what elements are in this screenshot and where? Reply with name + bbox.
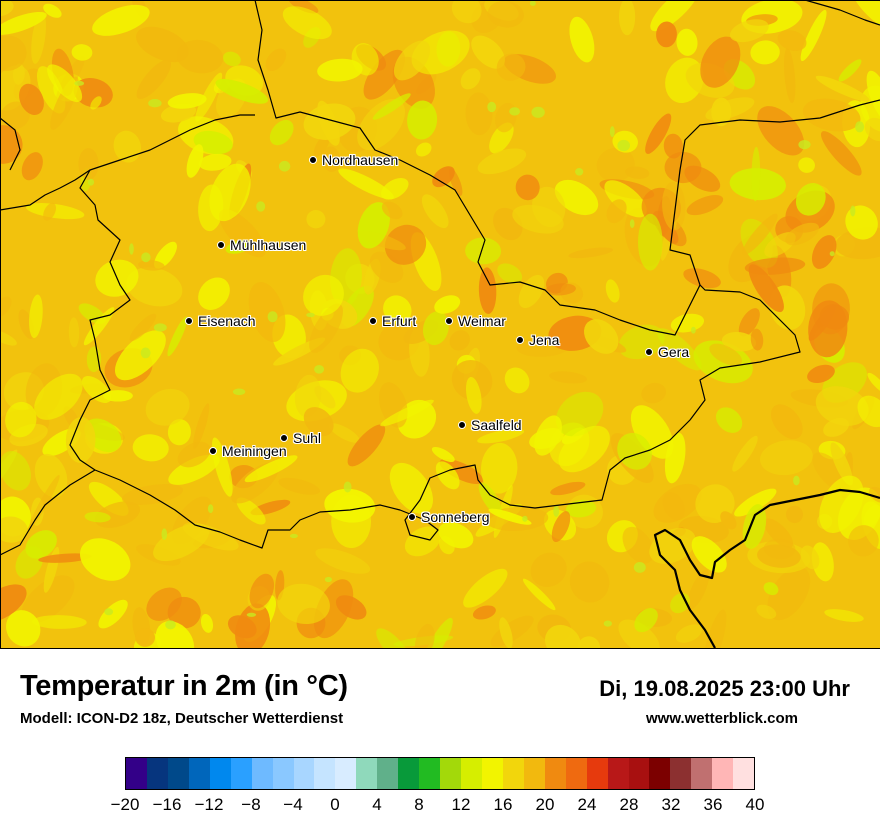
- legend-swatch: [712, 758, 734, 789]
- city-dot-icon: [309, 156, 317, 164]
- legend-swatch: [461, 758, 482, 789]
- legend-swatch: [586, 758, 608, 789]
- legend-swatch: [398, 758, 420, 789]
- legend-swatch: [146, 758, 168, 789]
- city-dot-icon: [458, 421, 466, 429]
- state-borders: [0, 0, 880, 556]
- legend-ticks: −20 −16 −12 −8 −4 0 4 8 12 16 20 24 28 32 36 40: [0, 795, 880, 819]
- legend-swatch: [502, 758, 524, 789]
- legend-tick-label: 40: [745, 795, 765, 814]
- city-gera: Gera: [645, 344, 689, 360]
- legend-tick-label: 24: [577, 795, 597, 814]
- legend-swatch: [188, 758, 210, 789]
- legend-swatch: [607, 758, 629, 789]
- legend-swatch: [523, 758, 545, 789]
- city-label: Jena: [529, 332, 560, 348]
- legend-tick-label: −16: [152, 795, 182, 814]
- city-label: Sonneberg: [421, 509, 490, 525]
- legend-tick-label: 16: [493, 795, 513, 814]
- city-label: Saalfeld: [471, 417, 522, 433]
- map-title: Temperatur in 2m (in °C): [20, 670, 348, 702]
- legend-tick-label: 4: [372, 795, 382, 814]
- city-dot-icon: [217, 241, 225, 249]
- city-label: Nordhausen: [322, 152, 399, 168]
- city-erfurt: Erfurt: [369, 313, 416, 329]
- country-border: [653, 488, 880, 648]
- city-eisenach: Eisenach: [185, 313, 256, 329]
- city-muehlhausen: Mühlhausen: [217, 237, 306, 253]
- legend-swatch: [419, 758, 441, 789]
- city-dot-icon: [645, 348, 653, 356]
- city-dot-icon: [209, 447, 217, 455]
- city-weimar: Weimar: [445, 313, 506, 329]
- legend-swatch: [628, 758, 650, 789]
- legend-tick-label: 20: [535, 795, 555, 814]
- legend-tick-label: 0: [330, 795, 340, 814]
- temperature-map: [0, 0, 880, 648]
- legend-swatch: [649, 758, 671, 789]
- legend-tick-label: −8: [241, 795, 261, 814]
- legend-swatch: [335, 758, 357, 789]
- legend-swatch: [251, 758, 273, 789]
- legend-tick-label: −20: [110, 795, 140, 814]
- legend-tick-label: 12: [451, 795, 471, 814]
- legend-swatch: [565, 758, 587, 789]
- model-info: Modell: ICON-D2 18z, Deutscher Wetterdie…: [20, 710, 344, 727]
- city-saalfeld: Saalfeld: [458, 417, 522, 433]
- legend-tick-label: −4: [283, 795, 303, 814]
- city-sonneberg: Sonneberg: [408, 509, 490, 525]
- city-label: Eisenach: [198, 313, 256, 329]
- legend-swatch: [272, 758, 294, 789]
- city-meiningen: Meiningen: [209, 443, 287, 459]
- legend-swatch: [293, 758, 315, 789]
- website-link[interactable]: www.wetterblick.com: [646, 710, 798, 727]
- legend-tick-label: 28: [619, 795, 639, 814]
- city-dot-icon: [185, 317, 193, 325]
- legend-tick-label: 32: [661, 795, 681, 814]
- city-label: Weimar: [458, 313, 506, 329]
- legend-swatch: [733, 758, 755, 789]
- legend-swatch: [356, 758, 378, 789]
- legend-swatch: [209, 758, 231, 789]
- legend-swatch: [440, 758, 461, 789]
- legend-swatch: [126, 758, 147, 789]
- legend-swatch: [230, 758, 252, 789]
- legend-swatch: [544, 758, 566, 789]
- city-label: Mühlhausen: [230, 237, 307, 253]
- city-dot-icon: [445, 317, 453, 325]
- city-dot-icon: [516, 336, 524, 344]
- legend-swatch: [691, 758, 713, 789]
- city-nordhausen: Nordhausen: [309, 152, 398, 168]
- forecast-datetime: Di, 19.08.2025 23:00 Uhr: [599, 676, 850, 701]
- color-legend: [125, 757, 755, 790]
- legend-swatch: [481, 758, 503, 789]
- city-label: Suhl: [293, 430, 322, 446]
- city-jena: Jena: [516, 332, 559, 348]
- legend-tick-label: −12: [194, 795, 224, 814]
- temperature-field: [0, 0, 880, 648]
- legend-swatch: [670, 758, 692, 789]
- city-dot-icon: [280, 434, 288, 442]
- legend-swatch: [377, 758, 399, 789]
- city-dot-icon: [369, 317, 377, 325]
- legend-tick-label: 8: [414, 795, 424, 814]
- city-dot-icon: [408, 513, 416, 521]
- city-label: Erfurt: [382, 313, 417, 329]
- legend-swatch: [167, 758, 189, 789]
- city-label: Gera: [658, 344, 690, 360]
- city-label: Meiningen: [222, 443, 287, 459]
- legend-tick-label: 36: [703, 795, 723, 814]
- city-suhl: Suhl: [280, 430, 321, 446]
- legend-swatch: [314, 758, 336, 789]
